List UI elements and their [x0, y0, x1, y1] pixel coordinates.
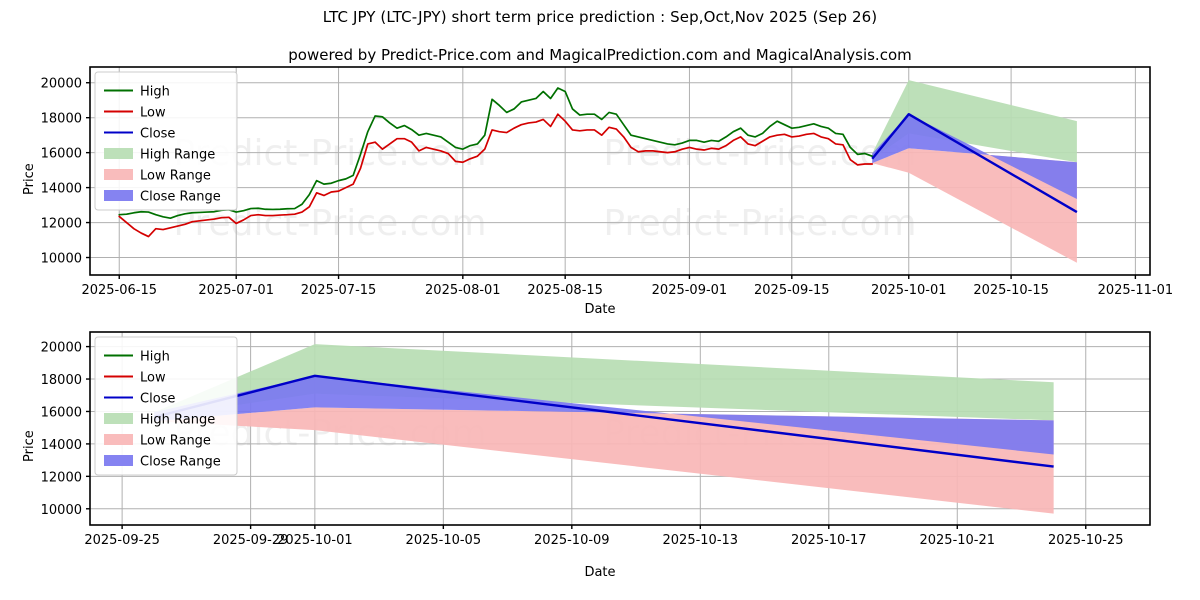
legend-label: Close Range [140, 455, 221, 470]
bottom-chart-xlabel: Date [584, 565, 616, 580]
low-range-band [154, 407, 1054, 514]
legend-patch-swatch [104, 455, 133, 466]
y-tick-label: 20000 [41, 77, 82, 92]
x-axis: 2025-06-15 2025-07-01 2025-07-15 2025-08-01… [81, 275, 1173, 298]
bottom-chart-canvas: Predict-Price.comPredict-Price.com100001… [41, 331, 1151, 548]
legend-label: High Range [140, 413, 215, 428]
legend-patch-swatch [104, 169, 133, 180]
legend-label: High [140, 350, 170, 365]
legend-label: Low [140, 371, 166, 386]
legend-label: Low Range [140, 169, 211, 184]
plot-frame [89, 66, 1151, 276]
x-tick-label: 2025-10-01 [871, 283, 947, 298]
x-tick-label: 2025-10-01 [277, 533, 353, 548]
y-tick-label: 14000 [41, 438, 82, 453]
top-chart-ylabel: Price [22, 163, 37, 195]
legend-label: Low Range [140, 434, 211, 449]
x-tick-label: 2025-10-15 [973, 283, 1049, 298]
legend-label: High Range [140, 148, 215, 163]
legend-label: High [140, 85, 170, 100]
legend-patch-swatch [104, 413, 133, 424]
top-chart: Predict-Price.com Predict-Price.com Predic… [0, 60, 1200, 320]
y-axis: 10000 12000 14000 16000 18000 20000 [41, 77, 90, 267]
close-range-band [872, 114, 1077, 199]
x-tick-label: 2025-10-09 [534, 533, 610, 548]
x-tick-label: 2025-10-17 [791, 533, 867, 548]
x-tick-label: 2025-09-29 [213, 533, 289, 548]
x-tick-label: 2025-10-21 [919, 533, 995, 548]
y-tick-label: 18000 [41, 112, 82, 127]
x-tick-label: 2025-09-25 [84, 533, 160, 548]
y-axis: 10000 12000 14000 16000 18000 20000 [41, 341, 90, 518]
x-tick-label: 2025-08-15 [527, 283, 603, 298]
x-tick-label: 2025-08-01 [425, 283, 501, 298]
legend-label: Close Range [140, 190, 221, 205]
y-tick-label: 16000 [41, 405, 82, 420]
y-tick-label: 12000 [41, 217, 82, 232]
legend-label: Low [140, 106, 166, 121]
x-tick-label: 2025-10-05 [406, 533, 482, 548]
close-range-band [154, 375, 1054, 455]
x-tick-label: 2025-06-15 [81, 283, 157, 298]
high-range-band [872, 80, 1077, 163]
x-tick-label: 2025-07-15 [301, 283, 377, 298]
y-tick-label: 12000 [41, 470, 82, 485]
legend: High Low Close High Range Low Range Close Ran… [94, 71, 238, 211]
top-chart-xlabel: Date [584, 302, 616, 317]
legend-patch-swatch [104, 190, 133, 201]
y-tick-label: 10000 [41, 503, 82, 518]
page-subtitle: powered by Predict-Price.com and Magical… [288, 46, 912, 64]
x-tick-label: 2025-09-01 [652, 283, 728, 298]
y-tick-label: 10000 [41, 252, 82, 267]
x-tick-label: 2025-10-25 [1048, 533, 1124, 548]
legend: High Low Close High Range Low Range Close Ran… [94, 336, 238, 476]
legend-label: Close [140, 392, 175, 407]
high-range-band [154, 344, 1054, 421]
high-line [118, 87, 874, 220]
page-title: LTC JPY (LTC-JPY) short term price predi… [322, 8, 878, 26]
top-chart-canvas: Predict-Price.com Predict-Price.comPredic… [41, 66, 1173, 298]
bottom-chart: Predict-Price.comPredict-Price.com100001… [0, 325, 1200, 550]
y-tick-label: 16000 [41, 147, 82, 162]
low-range-band [872, 148, 1077, 263]
legend-label: Close [140, 127, 175, 142]
y-tick-label: 14000 [41, 182, 82, 197]
plot-frame [89, 331, 1151, 526]
y-tick-label: 20000 [41, 341, 82, 356]
low-line [118, 113, 874, 238]
watermark-text: Predict-Price.com [603, 203, 916, 244]
x-tick-label: 2025-07-01 [198, 283, 274, 298]
x-tick-label: 2025-11-01 [1098, 283, 1174, 298]
legend-patch-swatch [104, 434, 133, 445]
bottom-chart-ylabel: Price [22, 430, 37, 462]
close-line [871, 112, 1078, 214]
y-tick-label: 18000 [41, 373, 82, 388]
x-tick-label: 2025-09-15 [754, 283, 830, 298]
x-tick-label: 2025-10-13 [663, 533, 739, 548]
legend-patch-swatch [104, 148, 133, 159]
